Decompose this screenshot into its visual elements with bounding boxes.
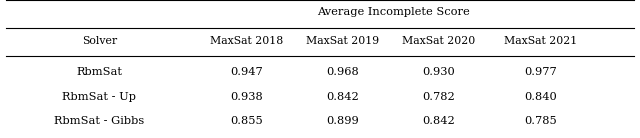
Text: MaxSat 2020: MaxSat 2020 [402,36,475,46]
Text: 0.842: 0.842 [326,92,359,102]
Text: RbmSat - Up: RbmSat - Up [62,92,136,102]
Text: 0.842: 0.842 [422,116,455,126]
Text: MaxSat 2018: MaxSat 2018 [210,36,283,46]
Text: MaxSat 2021: MaxSat 2021 [504,36,577,46]
Text: 0.938: 0.938 [230,92,263,102]
Text: 0.840: 0.840 [524,92,557,102]
Text: 0.947: 0.947 [230,67,263,77]
Text: 0.899: 0.899 [326,116,359,126]
Text: Solver: Solver [82,36,116,46]
Text: 0.855: 0.855 [230,116,263,126]
Text: 0.977: 0.977 [524,67,557,77]
Text: 0.968: 0.968 [326,67,359,77]
Text: RbmSat - Gibbs: RbmSat - Gibbs [54,116,145,126]
Text: RbmSat: RbmSat [76,67,122,77]
Text: Average Incomplete Score: Average Incomplete Score [317,7,470,17]
Text: MaxSat 2019: MaxSat 2019 [306,36,379,46]
Text: 0.930: 0.930 [422,67,455,77]
Text: 0.785: 0.785 [524,116,557,126]
Text: 0.782: 0.782 [422,92,455,102]
